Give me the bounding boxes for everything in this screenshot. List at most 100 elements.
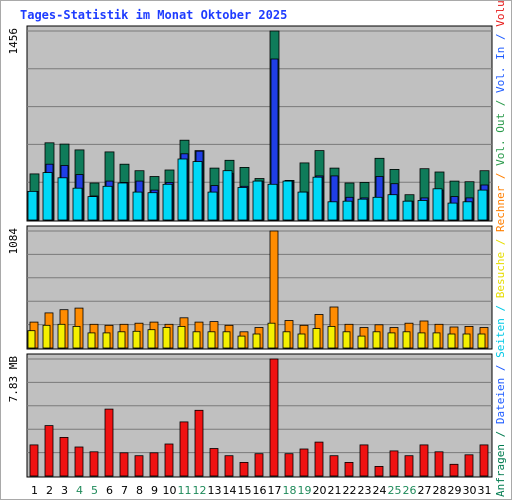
bar-seiten — [147, 192, 158, 221]
bar-seiten — [87, 196, 98, 221]
x-tick-label: 26 — [403, 484, 417, 497]
legend-part-9: / — [494, 166, 507, 186]
x-tick-label: 7 — [121, 484, 128, 497]
bar-seiten — [447, 202, 458, 221]
bar-volumen — [209, 448, 219, 477]
legend-part-0: Anfragen — [494, 444, 507, 497]
bar-volumen — [479, 444, 489, 477]
bar-volumen — [314, 441, 324, 477]
bar-volumen — [344, 461, 354, 477]
x-tick-label: 2 — [46, 484, 53, 497]
bar-besuche — [177, 325, 186, 349]
x-tick-label: 12 — [193, 484, 207, 497]
bar-volumen — [299, 448, 309, 477]
bar-seiten — [267, 183, 278, 221]
bar-seiten — [117, 182, 128, 221]
bar-besuche — [27, 330, 36, 349]
bar-seiten — [477, 189, 488, 221]
bar-besuche — [102, 332, 111, 349]
x-tick-label: 21 — [328, 484, 342, 497]
x-axis: 1 2 3 4 5 6 7 8 9 10 11 12 13 14 15 16 17 18 19 20 21 22 23 24 2… — [31, 484, 492, 497]
legend-part-7: / — [494, 232, 507, 252]
bar-volumen — [284, 453, 294, 477]
x-tick-label: 10 — [163, 484, 177, 497]
panel-max-label: 1456 — [7, 28, 20, 55]
x-tick-label: 20 — [313, 484, 327, 497]
bar-seiten — [282, 180, 293, 221]
bar-seiten — [297, 191, 308, 221]
x-tick-label: 25 — [388, 484, 402, 497]
bar-volumen — [449, 463, 459, 477]
x-tick-label: 24 — [373, 484, 387, 497]
bar-seiten — [342, 200, 353, 221]
bar-besuche — [147, 329, 156, 349]
legend-part-2: Dateien — [494, 378, 507, 424]
bar-besuche — [237, 335, 246, 349]
bar-besuche — [72, 325, 81, 349]
bar-besuche — [222, 331, 231, 349]
bar-seiten — [72, 187, 83, 221]
bar-volumen — [119, 452, 129, 477]
bar-besuche — [42, 324, 51, 349]
x-tick-label: 28 — [433, 484, 447, 497]
bar-volumen — [179, 421, 189, 477]
x-tick-label: 1 — [31, 484, 38, 497]
bar-volumen — [239, 461, 249, 477]
panel-max-label: 7.83 MB — [7, 356, 20, 403]
bar-seiten — [207, 191, 218, 221]
bar-volumen — [149, 452, 159, 477]
x-tick-label: 31 — [478, 484, 492, 497]
bar-seiten — [432, 188, 443, 221]
legend-part-10: Vol. Out — [494, 113, 507, 166]
bar-besuche — [387, 332, 396, 349]
legend-part-8: Rechner — [494, 185, 507, 232]
bar-volumen — [269, 358, 279, 477]
bar-besuche — [162, 327, 171, 349]
bar-besuche — [132, 330, 141, 349]
bar-besuche — [372, 331, 381, 349]
x-tick-label: 5 — [91, 484, 98, 497]
bar-seiten — [357, 198, 368, 221]
x-tick-label: 27 — [418, 484, 432, 497]
x-tick-label: 18 — [283, 484, 297, 497]
legend-part-6: Besuche — [494, 252, 507, 298]
x-tick-label: 14 — [223, 484, 237, 497]
bar-seiten — [372, 196, 383, 221]
x-tick-label: 15 — [238, 484, 252, 497]
bar-volumen — [74, 446, 84, 477]
bar-besuche — [267, 322, 276, 349]
x-tick-label: 3 — [61, 484, 68, 497]
bar-besuche — [207, 331, 216, 349]
bar-volumen — [464, 454, 474, 477]
bar-besuche — [312, 328, 321, 349]
legend-part-3: / — [494, 358, 507, 378]
x-tick-label: 13 — [208, 484, 222, 497]
bar-besuche — [117, 331, 126, 349]
x-tick-label: 23 — [358, 484, 372, 497]
bar-besuche — [417, 332, 426, 349]
legend-part-12: Vol. In — [494, 47, 507, 93]
bar-besuche — [252, 333, 261, 349]
legend-part-11: / — [494, 93, 507, 113]
bar-besuche — [327, 325, 336, 349]
bar-volumen — [419, 444, 429, 477]
chart-panels: 1456 1084 7.83 MB — [7, 25, 493, 478]
bar-besuche — [57, 323, 66, 349]
bar-besuche — [297, 333, 306, 349]
bar-volumen — [59, 436, 69, 477]
bar-volumen — [194, 409, 204, 477]
bar-besuche — [432, 332, 441, 349]
legend-vertical-label: Anfragen / Dateien / Seiten / Besuche / … — [494, 0, 507, 497]
legend-part-14: Volumen — [494, 0, 507, 27]
x-tick-label: 22 — [343, 484, 357, 497]
bar-volumen — [134, 455, 144, 477]
legend-part-1: / — [494, 424, 507, 444]
bar-besuche — [342, 331, 351, 349]
bar-volumen — [104, 408, 114, 477]
bar-seiten — [327, 201, 338, 221]
bar-besuche — [477, 333, 486, 349]
x-tick-label: 30 — [463, 484, 477, 497]
x-tick-label: 29 — [448, 484, 462, 497]
x-tick-label: 9 — [151, 484, 158, 497]
